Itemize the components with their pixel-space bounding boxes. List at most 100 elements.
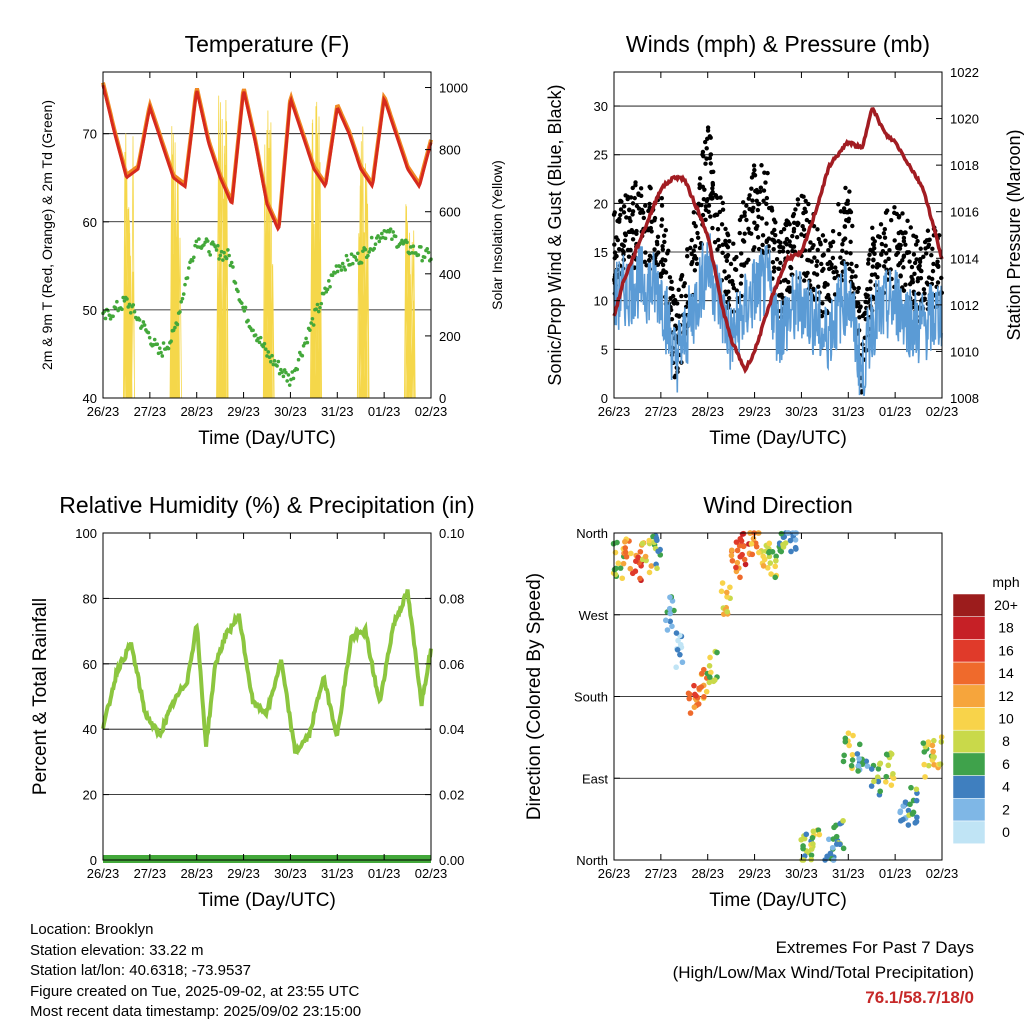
gust-point — [628, 247, 633, 253]
gust-point — [870, 242, 876, 247]
direction-point — [728, 552, 735, 559]
direction-point — [614, 539, 620, 546]
dewpoint-point — [166, 346, 171, 351]
gust-point — [866, 257, 871, 262]
gust-point — [617, 216, 622, 222]
dewpoint-point — [131, 303, 136, 307]
gust-point — [791, 244, 797, 249]
gust-point — [815, 227, 820, 232]
legend-swatch — [952, 639, 986, 663]
gust-point — [663, 270, 669, 275]
dewpoint-point — [350, 261, 355, 266]
x-axis-label: Time (Day/UTC) — [198, 890, 336, 911]
dewpoint-point — [190, 258, 195, 263]
gust-point — [714, 212, 720, 217]
direction-point — [792, 537, 799, 543]
gust-point — [829, 265, 834, 271]
gust-point — [746, 226, 751, 232]
gust-point — [652, 218, 657, 223]
gust-point — [771, 217, 777, 222]
gust-point — [638, 210, 643, 216]
gust-point — [929, 276, 935, 282]
legend-label: 12 — [998, 688, 1014, 704]
gust-point — [752, 167, 757, 173]
gust-point — [760, 233, 766, 238]
gust-point — [731, 241, 736, 246]
dewpoint-point — [159, 350, 163, 355]
gust-point — [612, 250, 618, 255]
gust-point — [889, 218, 894, 223]
station-elevation: Station elevation: 33.22 m — [30, 941, 204, 959]
direction-point — [637, 548, 644, 555]
dewpoint-point — [122, 299, 127, 303]
gust-point — [742, 210, 747, 215]
y-tick-label: South — [574, 690, 608, 705]
direction-point — [824, 853, 830, 860]
direction-point — [875, 778, 882, 785]
dewpoint-point — [310, 316, 315, 321]
gust-point — [744, 203, 749, 208]
gust-point — [759, 216, 765, 221]
direction-point — [622, 545, 629, 551]
dewpoint-point — [194, 239, 199, 244]
gust-point — [710, 186, 715, 191]
gust-point — [763, 180, 768, 185]
gust-point — [826, 292, 831, 298]
gust-point — [854, 263, 859, 269]
direction-point — [831, 824, 837, 831]
dewpoint-point — [276, 359, 281, 364]
gust-point — [700, 149, 706, 155]
direction-point — [778, 530, 785, 537]
legend-swatch — [952, 729, 986, 754]
gust-point — [838, 209, 844, 214]
x-tick-label: 01/23 — [879, 866, 912, 881]
gust-point — [900, 258, 905, 263]
gust-point — [638, 186, 644, 191]
direction-point — [739, 531, 746, 537]
legend-label: 20+ — [994, 597, 1018, 613]
gust-point — [669, 316, 675, 322]
gust-point — [777, 244, 782, 249]
gust-point — [764, 195, 770, 201]
direction-point — [833, 833, 840, 840]
gust-point — [776, 266, 782, 272]
gust-point — [691, 248, 696, 253]
y-tick-label: 10 — [594, 294, 608, 309]
gust-point — [750, 198, 755, 203]
gust-point — [707, 155, 713, 161]
direction-point — [700, 666, 707, 673]
gust-point — [793, 207, 798, 212]
gust-point — [708, 135, 713, 140]
gust-point — [660, 247, 666, 252]
gust-point — [772, 227, 777, 233]
direction-point — [667, 594, 673, 601]
gust-point — [689, 251, 694, 257]
gust-point — [659, 203, 665, 208]
y-tick-label: 100 — [75, 526, 97, 541]
legend-swatch — [952, 752, 986, 776]
x-tick-label: 27/23 — [134, 866, 167, 881]
legend-label: 8 — [1002, 733, 1010, 749]
gust-point — [747, 193, 752, 198]
gust-point — [846, 218, 851, 224]
gust-point — [802, 278, 807, 283]
gust-point — [785, 249, 791, 255]
gust-point — [870, 225, 875, 230]
direction-point — [712, 677, 718, 683]
gust-point — [716, 237, 721, 243]
gust-point — [669, 279, 674, 284]
dewpoint-point — [339, 268, 344, 272]
gust-point — [858, 304, 863, 309]
dewpoint-point — [160, 354, 165, 358]
direction-point — [646, 537, 653, 544]
gust-point — [850, 269, 855, 274]
gust-point — [833, 265, 838, 270]
gust-point — [746, 196, 752, 201]
x-tick-label: 02/23 — [926, 404, 959, 419]
gust-point — [618, 212, 623, 218]
y-tick-label-right: 0.10 — [439, 526, 464, 541]
y-tick-label-right: 1014 — [950, 251, 979, 266]
direction-point — [931, 754, 937, 760]
dewpoint-point — [262, 341, 267, 346]
gust-point — [892, 210, 897, 216]
